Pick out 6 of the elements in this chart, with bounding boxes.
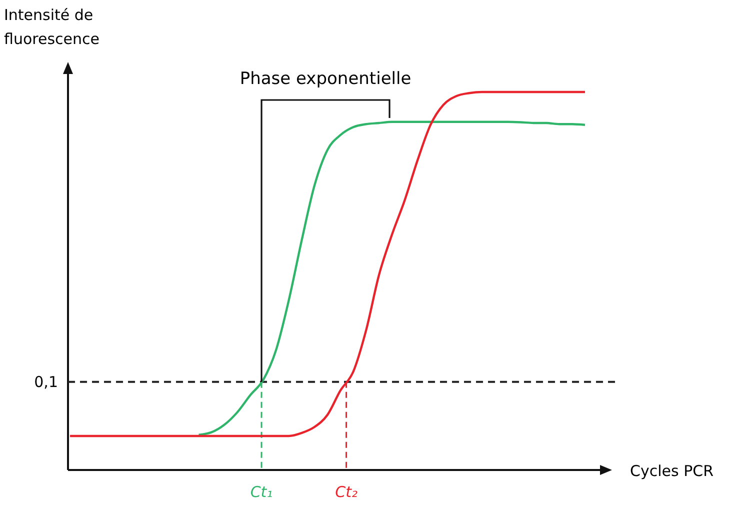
- x-axis-title: Cycles PCR: [630, 462, 714, 480]
- text: Phase exponentielle: [240, 69, 412, 89]
- y-axis-title: Intensité de fluorescence: [4, 6, 100, 48]
- text: 0,1: [34, 372, 58, 391]
- text: Ct₂: [335, 483, 358, 501]
- text: Ct₁: [250, 483, 273, 501]
